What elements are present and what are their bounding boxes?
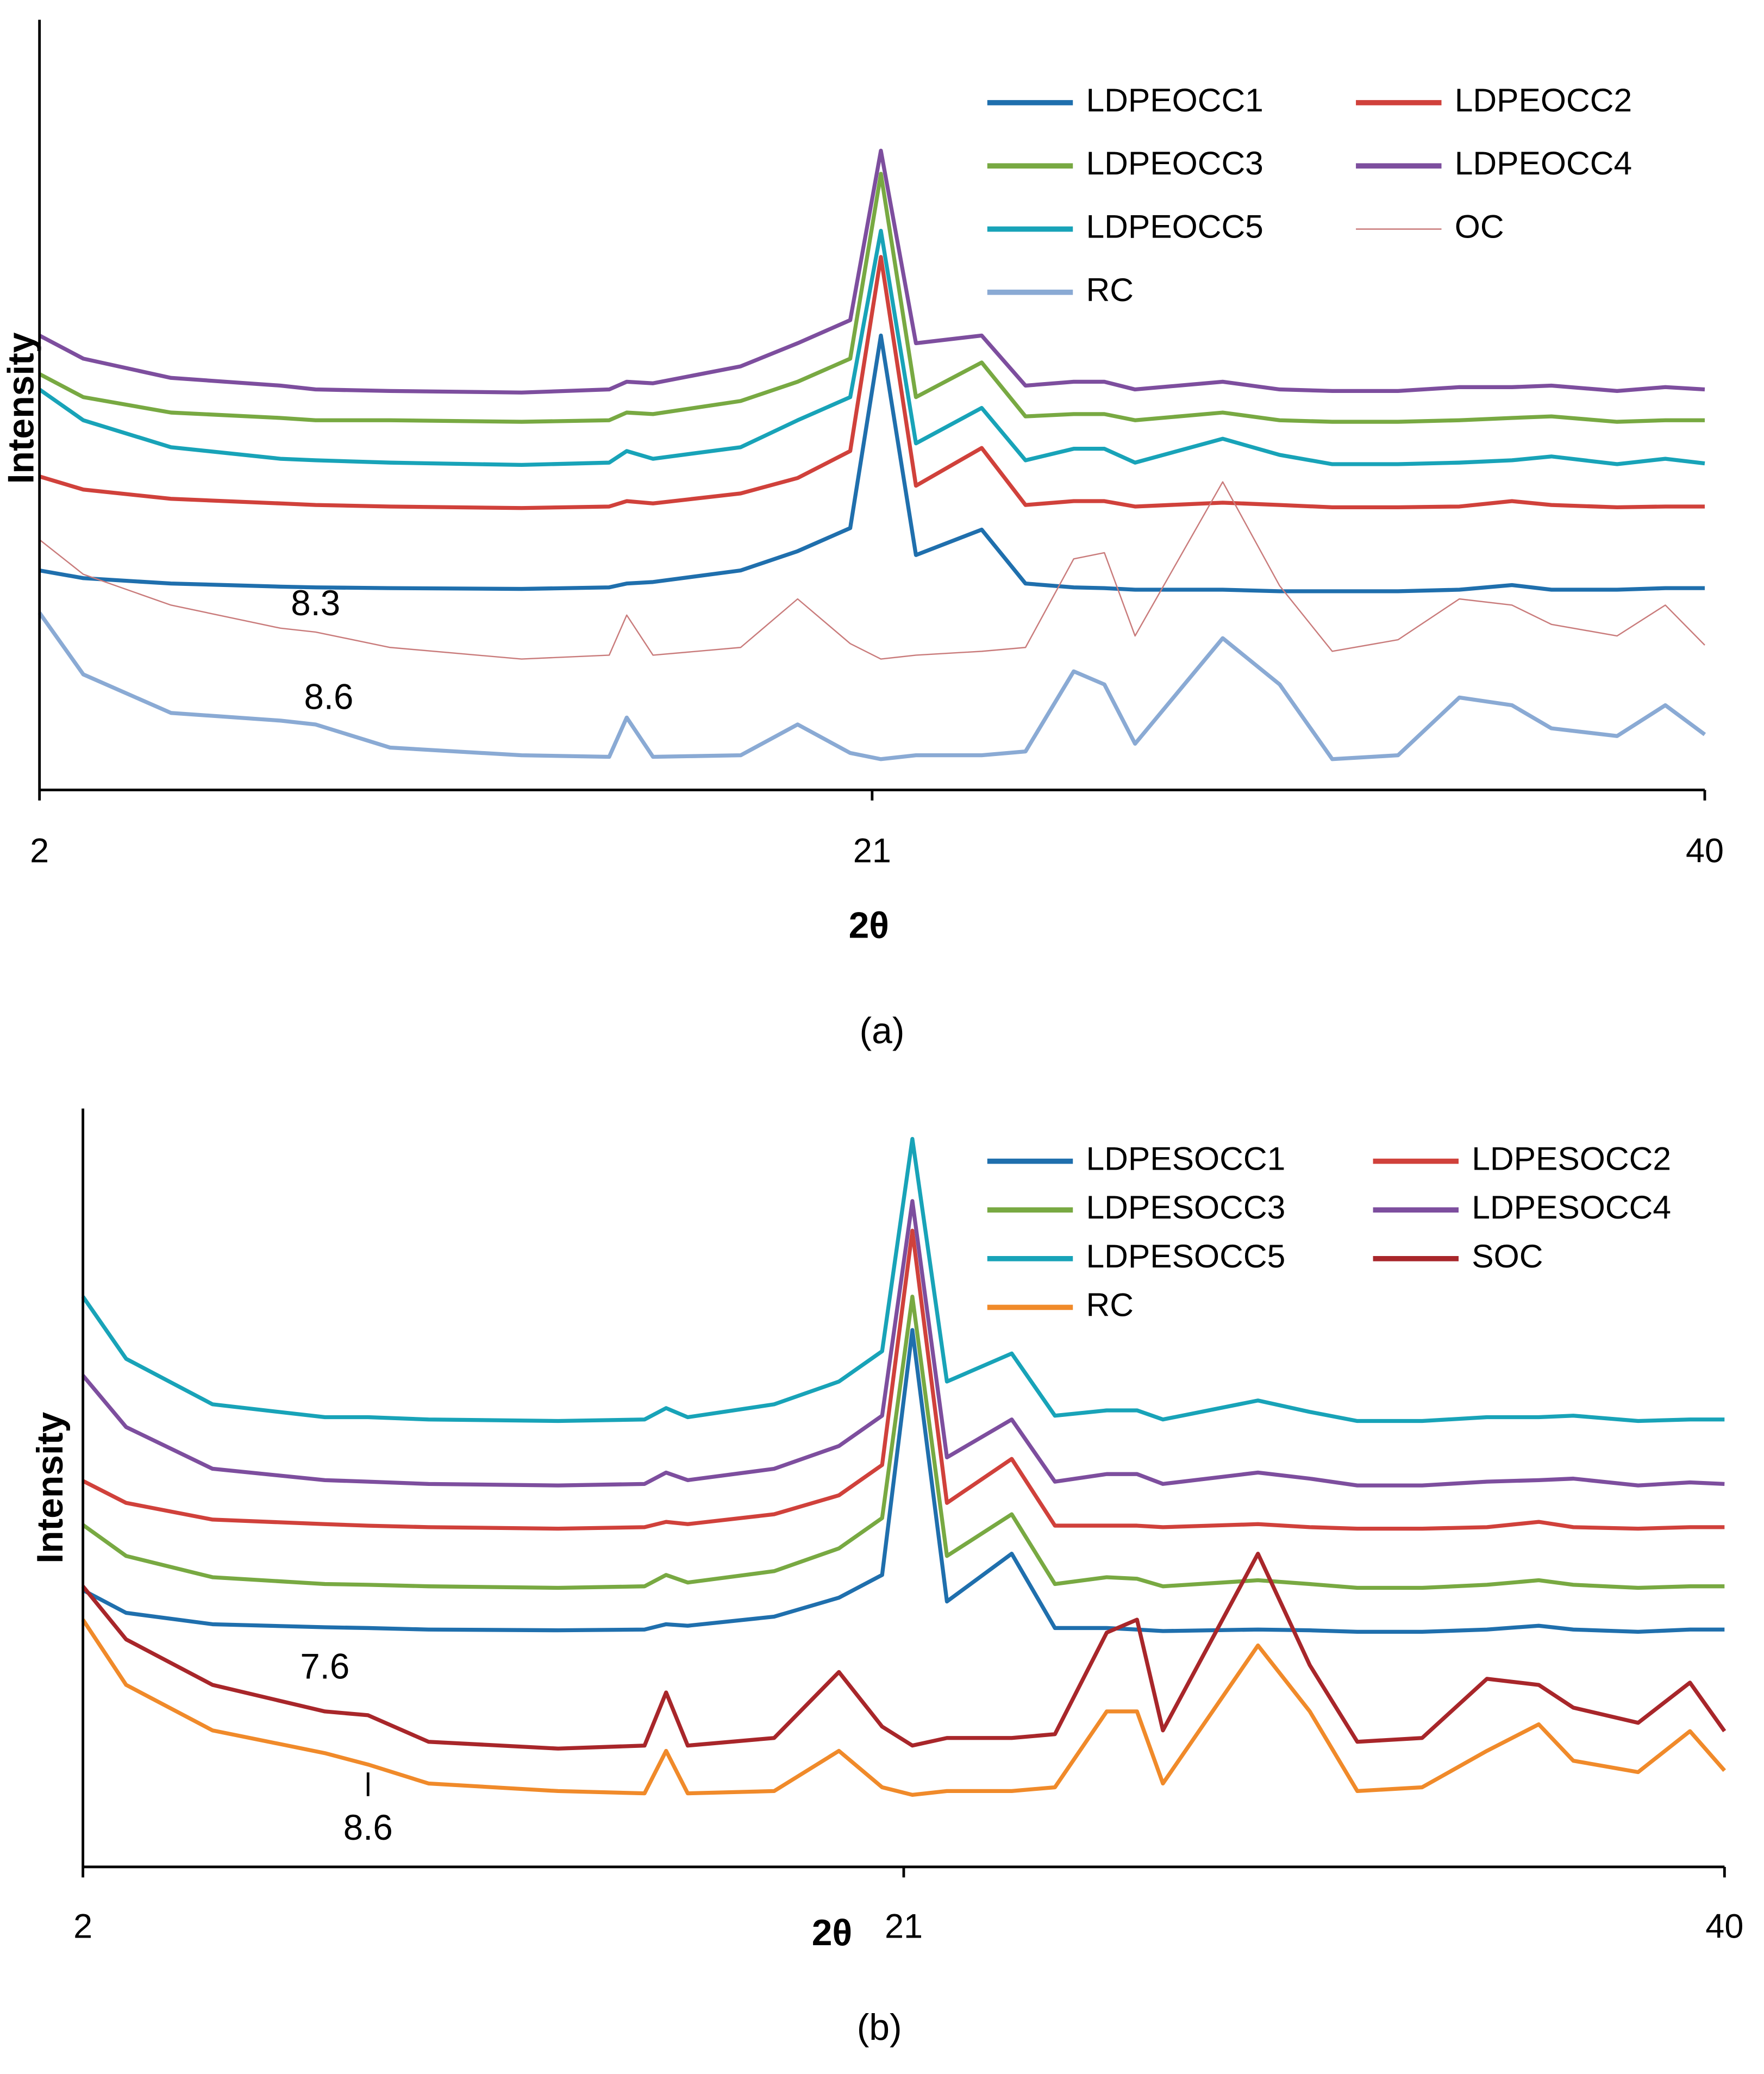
x-tick-label: 40 (1686, 832, 1724, 870)
data-line (39, 255, 1705, 510)
annotation: 7.6 (300, 1647, 349, 1686)
legend-label: LDPEOCC2 (1455, 82, 1632, 118)
chart: 2 21 40 2θ Intensity (a) LDPEOCC1 LDPEOCC2 LDPEO… (1, 20, 1724, 1052)
legend-label: LDPESOCC3 (1086, 1189, 1285, 1226)
legend-label: LDPESOCC5 (1086, 1238, 1285, 1275)
legend-label: LDPESOCC4 (1472, 1189, 1671, 1226)
legend-label: RC (1086, 1286, 1133, 1323)
data-line (38, 148, 1705, 395)
legend-label: LDPEOCC1 (1086, 82, 1263, 118)
y-axis-title: Intensity (30, 1412, 71, 1564)
x-axis-title: 2θ (849, 905, 889, 946)
data-line (81, 1552, 1727, 1751)
legend-label: OC (1455, 208, 1504, 245)
annotation: 8.6 (304, 677, 353, 716)
data-line (81, 1136, 1725, 1423)
x-tick-label: 21 (885, 1907, 923, 1945)
data-line (37, 611, 1706, 761)
x-tick-label: 40 (1705, 1907, 1743, 1945)
chart: 2 21 40 2θ Intensity (b) LDPESOCC1 LDPESOCC2 LDP… (30, 1108, 1743, 2048)
legend-label: LDPESOCC1 (1086, 1140, 1285, 1177)
data-line (82, 1328, 1725, 1634)
legend-label: SOC (1472, 1238, 1543, 1275)
annotation: 8.3 (291, 583, 340, 623)
x-tick-label: 21 (853, 832, 891, 870)
data-line (81, 1199, 1725, 1488)
caption: (a) (860, 1011, 905, 1052)
legend-label: RC (1086, 271, 1133, 308)
legend-label: LDPEOCC5 (1086, 208, 1263, 245)
data-line (82, 1228, 1725, 1531)
data-line (82, 1295, 1725, 1590)
x-tick-label: 2 (30, 832, 49, 870)
data-line (39, 333, 1705, 594)
y-axis-title: Intensity (1, 332, 42, 484)
legend-label: LDPESOCC2 (1472, 1140, 1671, 1177)
legend-label: LDPEOCC4 (1455, 145, 1632, 182)
data-line (38, 228, 1705, 467)
caption: (b) (857, 2007, 902, 2048)
data-line (81, 1619, 1727, 1797)
annotation: 8.6 (343, 1808, 393, 1847)
data-line (38, 172, 1705, 424)
x-axis-title: 2θ (812, 1913, 852, 1953)
data-line (39, 481, 1705, 660)
x-tick-label: 2 (73, 1907, 92, 1945)
legend-label: LDPEOCC3 (1086, 145, 1263, 182)
